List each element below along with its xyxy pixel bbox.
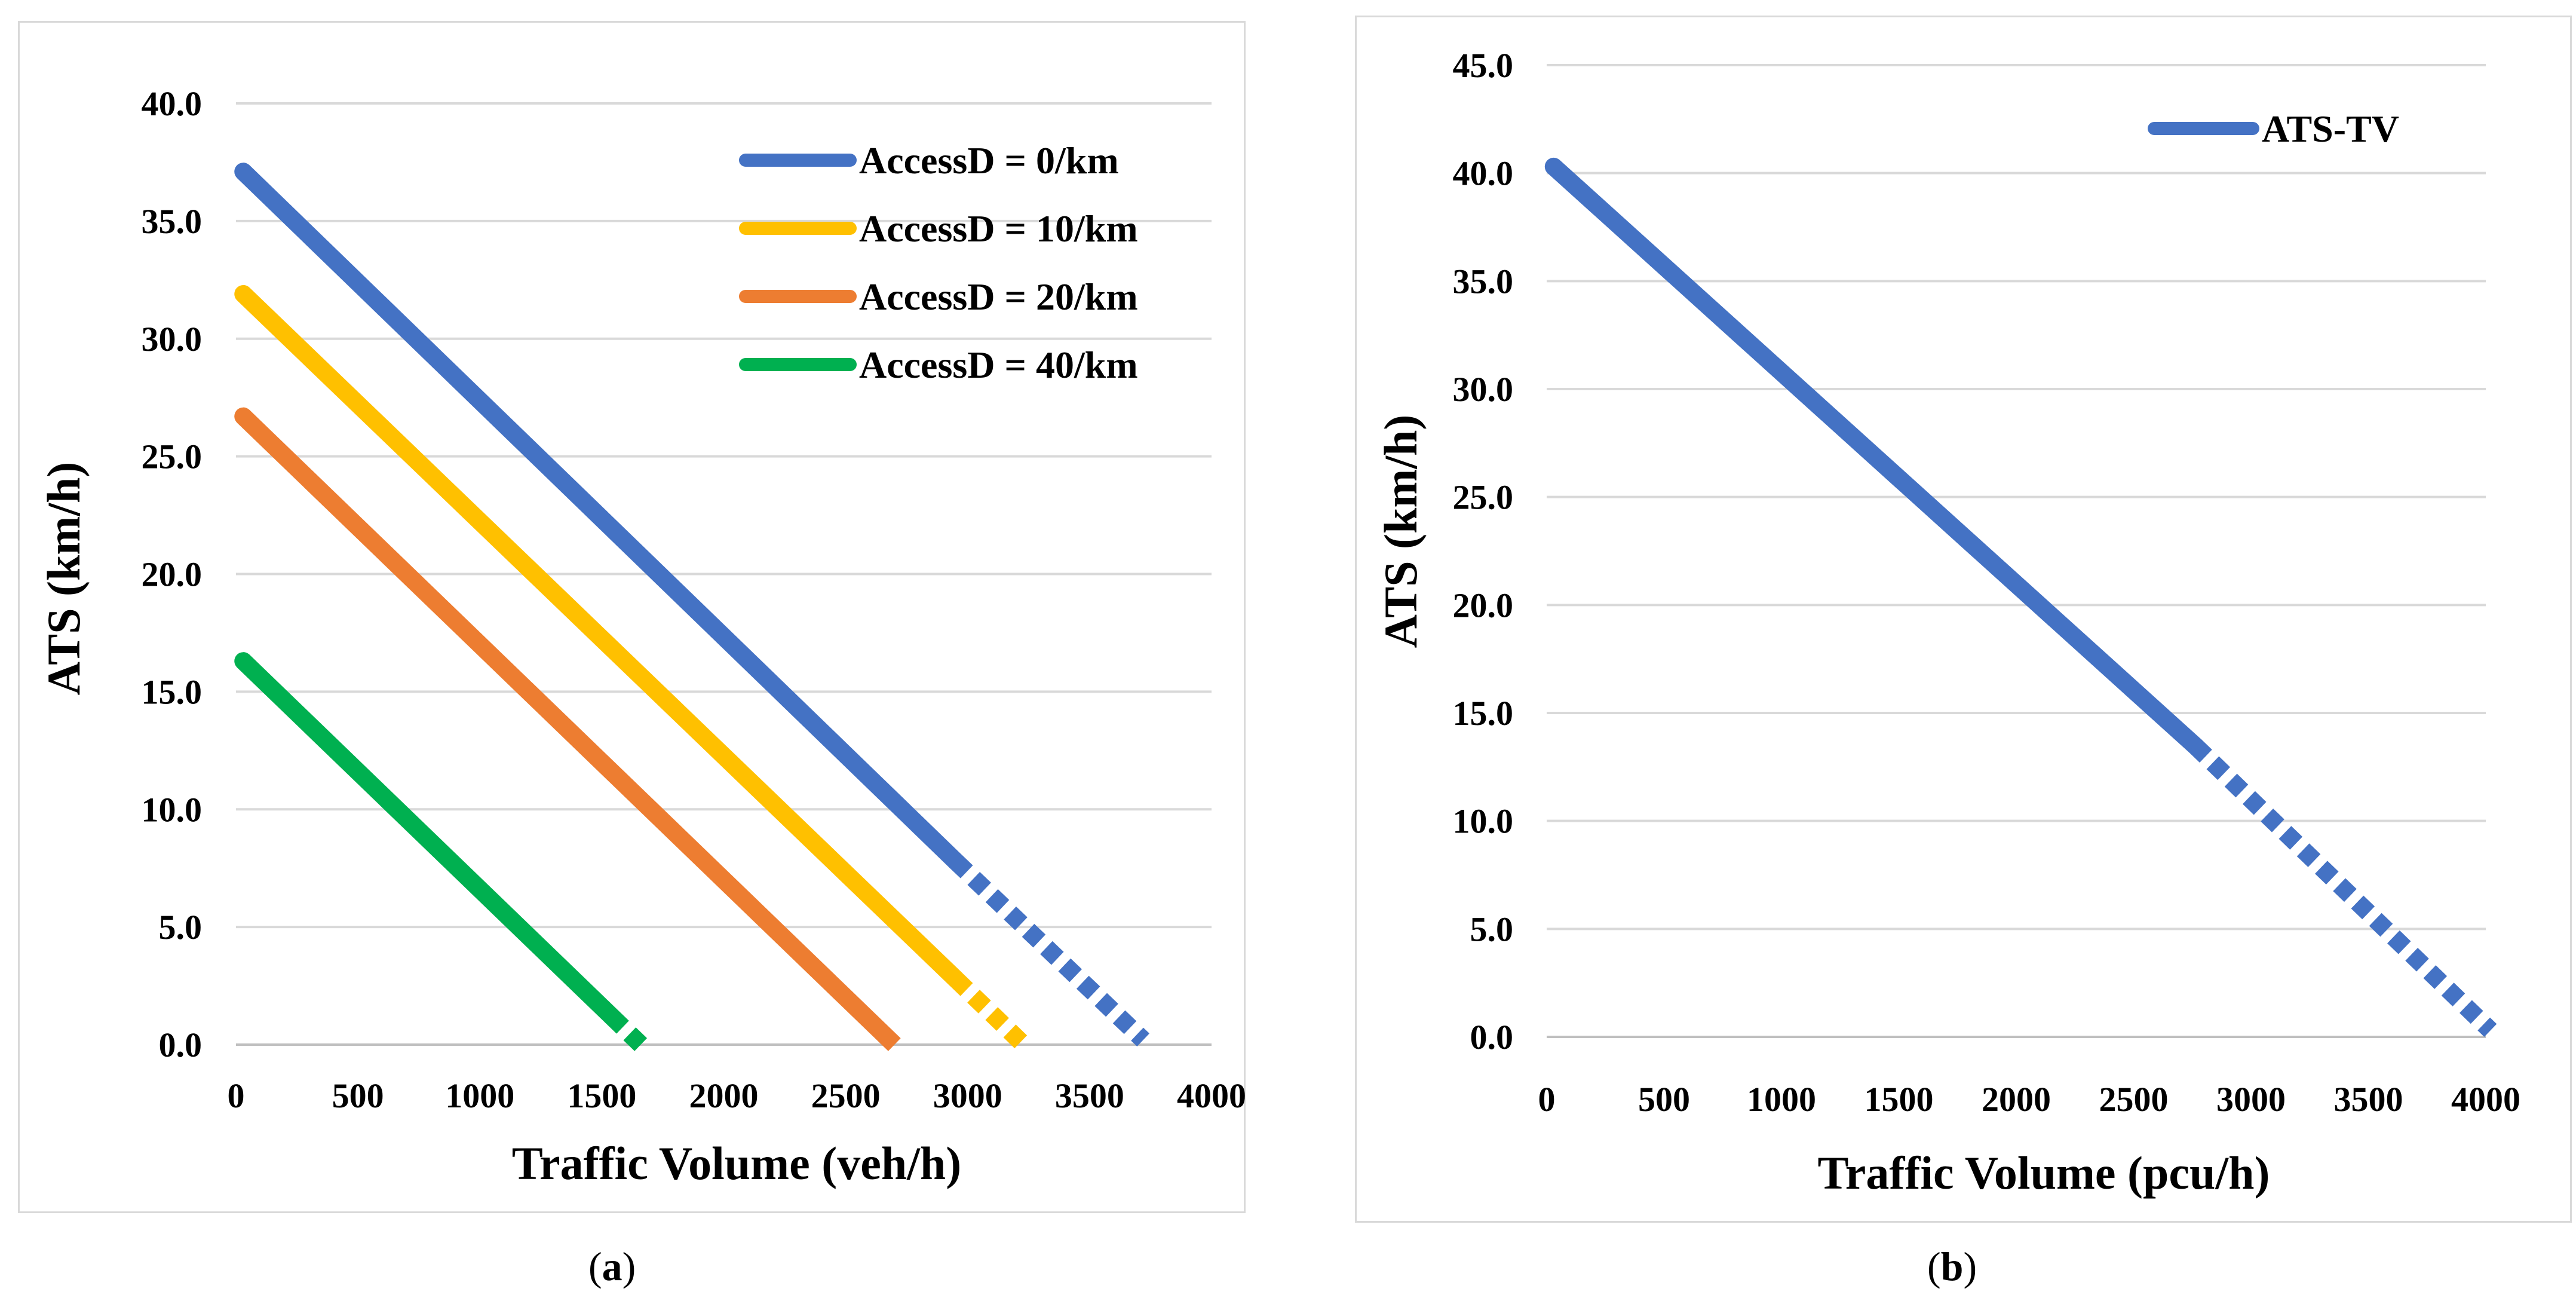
chart-b-y-tick-label: 10.0 [1453,802,1514,841]
chart-a-y-tick-label: 25.0 [142,437,203,476]
chart-a-series-line-1 [234,163,965,870]
chart-b-x-tick-label: 1500 [1864,1080,1934,1119]
chart-a-legend-label-1: AccessD = 0/km [859,139,1119,182]
chart-a-series-tail-2 [949,972,1031,1051]
chart-b-y-tick-label: 20.0 [1453,586,1514,625]
chart-a-legend-label-4: AccessD = 40/km [859,344,1138,386]
chart-b-series-tail-1 [2188,739,2497,1037]
chart-b-y-tick-label: 35.0 [1453,262,1514,301]
chart-a-legend-label-3: AccessD = 20/km [859,276,1138,318]
chart-a-series-line-4 [234,652,621,1026]
chart-a-y-tick-label: 30.0 [142,320,203,359]
chart-a-x-tick-label: 2000 [689,1076,759,1115]
chart-a-series-tail-3 [878,1029,901,1051]
chart-b-y-tick-label: 15.0 [1453,694,1514,733]
chart-a-x-tick-label: 3500 [1055,1076,1124,1115]
chart-b-x-tick-label: 2500 [2099,1080,2169,1119]
chart-panel-b: 0.0 5.0 10.0 15.0 20.0 25.0 30.0 35.0 40.0 45.0 0 5… [1355,16,2572,1223]
chart-b-x-axis-title: Traffic Volume (pcu/h) [1818,1147,2270,1199]
chart-b-x-tick-label: 4000 [2451,1080,2520,1119]
chart-b-x-tick-label: 3000 [2216,1080,2286,1119]
chart-a-x-tick-label: 3000 [933,1076,1002,1115]
chart-b-x-tick-label: 3500 [2334,1080,2403,1119]
chart-a-y-tick-label: 35.0 [142,202,203,241]
chart-a-y-axis-title: ATS (km/h) [38,462,90,696]
chart-b-svg: 0.0 5.0 10.0 15.0 20.0 25.0 30.0 35.0 40.0 45.0 0 5… [1375,46,2520,1199]
chart-a-x-tick-label: 1000 [445,1076,514,1115]
chart-panel-a: 0.0 5.0 10.0 15.0 20.0 25.0 30.0 35.0 40.0 0 500 10… [18,21,1246,1213]
chart-a-x-tick-label: 4000 [1177,1076,1246,1115]
subfigure-label-b: (b) [1927,1244,1977,1289]
chart-a-x-tick-label: 0 [228,1076,245,1115]
chart-a-series-line-2 [234,284,965,988]
chart-a-y-tick-label: 10.0 [142,790,203,829]
chart-a-y-tick-label: 40.0 [142,84,203,123]
chart-b-y-tick-label: 0.0 [1470,1018,1514,1057]
chart-a-y-tick-label: 20.0 [142,555,203,594]
chart-b-y-tick-label: 40.0 [1453,154,1514,193]
chart-a-x-axis-title: Traffic Volume (veh/h) [512,1137,962,1189]
chart-b-series-line-1 [1544,157,2204,755]
chart-a-x-tick-label: 1500 [567,1076,636,1115]
chart-a-series-tail-4 [605,1009,648,1051]
chart-a-y-tick-label: 15.0 [142,672,203,711]
chart-b-y-axis-title: ATS (km/h) [1375,415,1427,648]
subfigure-label-a: (a) [588,1244,636,1289]
chart-a-legend-label-2: AccessD = 10/km [859,207,1138,250]
chart-b-y-tick-label: 45.0 [1453,46,1514,85]
chart-b-legend-label-1: ATS-TV [2262,108,2399,150]
chart-a-y-tick-label: 0.0 [159,1026,203,1064]
chart-a-svg: 0.0 5.0 10.0 15.0 20.0 25.0 30.0 35.0 40.0 0 500 10… [38,84,1246,1189]
chart-b-x-tick-label: 500 [1638,1080,1690,1119]
chart-a-x-tick-label: 500 [332,1076,384,1115]
chart-b-x-tick-label: 0 [1538,1080,1556,1119]
chart-a-y-tick-label: 5.0 [159,908,203,947]
chart-b-x-tick-label: 2000 [1982,1080,2051,1119]
chart-a-series-tail-1 [949,855,1150,1046]
chart-b-y-tick-label: 5.0 [1470,910,1514,948]
chart-a-series-line-3 [234,407,894,1045]
chart-b-y-tick-label: 30.0 [1453,370,1514,409]
chart-b-x-tick-label: 1000 [1747,1080,1816,1119]
chart-b-y-tick-label: 25.0 [1453,478,1514,517]
chart-a-x-tick-label: 2500 [811,1076,881,1115]
